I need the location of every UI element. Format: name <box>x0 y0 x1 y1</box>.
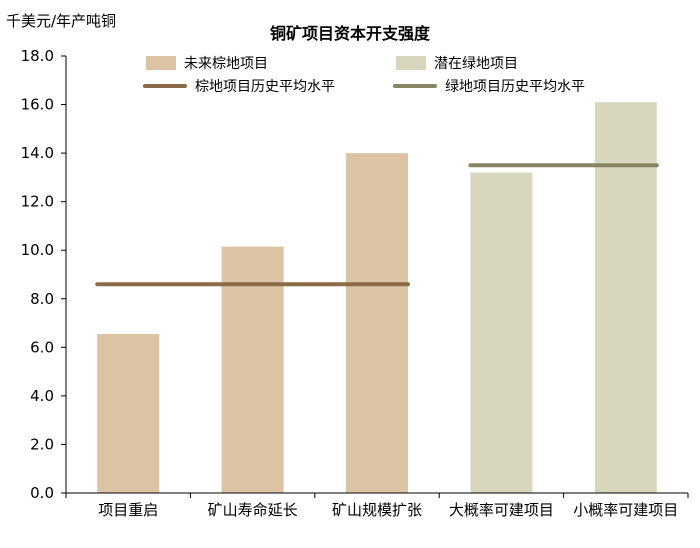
bar-greenfield-4 <box>594 102 657 493</box>
y-tick-label-1: 2.0 <box>30 435 54 453</box>
y-tick-label-3: 6.0 <box>30 338 54 356</box>
bar-greenfield-3 <box>470 172 533 494</box>
legend-label-greenfield: 潜在绿地项目 <box>434 56 518 72</box>
legend-swatch-greenfield-line <box>393 84 437 88</box>
legend-label-greenfield-average: 绿地项目历史平均水平 <box>445 79 585 95</box>
y-tick-label-8: 16.0 <box>21 96 54 114</box>
y-tick-label-4: 8.0 <box>30 290 54 308</box>
chart-title: 铜矿项目资本开支强度 <box>269 24 430 43</box>
x-category-label-2: 矿山规模扩张 <box>332 501 422 519</box>
y-axis-unit-label: 千美元/年产吨铜 <box>6 12 117 30</box>
x-category-label-1: 矿山寿命延长 <box>208 501 298 519</box>
y-tick-label-2: 4.0 <box>30 387 54 405</box>
x-category-label-3: 大概率可建项目 <box>449 501 554 519</box>
legend-brownfield-average: 棕地项目历史平均水平 <box>143 76 335 96</box>
bar-brownfield-2 <box>346 153 408 493</box>
legend-brownfield-bars: 未来棕地项目 <box>146 53 268 73</box>
legend-label-brownfield-average: 棕地项目历史平均水平 <box>195 79 335 95</box>
y-tick-label-0: 0.0 <box>30 484 54 502</box>
legend-label-brownfield: 未来棕地项目 <box>184 56 268 72</box>
legend-greenfield-average: 绿地项目历史平均水平 <box>393 76 585 96</box>
x-category-label-4: 小概率可建项目 <box>573 501 678 519</box>
y-tick-label-6: 12.0 <box>21 193 54 211</box>
legend-swatch-brownfield-line <box>143 84 187 88</box>
legend-swatch-greenfield <box>396 56 426 70</box>
bar-brownfield-0 <box>97 333 160 493</box>
y-tick-label-9: 18.0 <box>21 47 54 65</box>
x-category-label-0: 项目重启 <box>98 501 158 519</box>
bar-brownfield-1 <box>221 246 284 493</box>
legend-greenfield-bars: 潜在绿地项目 <box>396 53 518 73</box>
y-tick-label-5: 10.0 <box>21 241 54 259</box>
y-tick-label-7: 14.0 <box>21 144 54 162</box>
legend-swatch-brownfield <box>146 56 176 70</box>
